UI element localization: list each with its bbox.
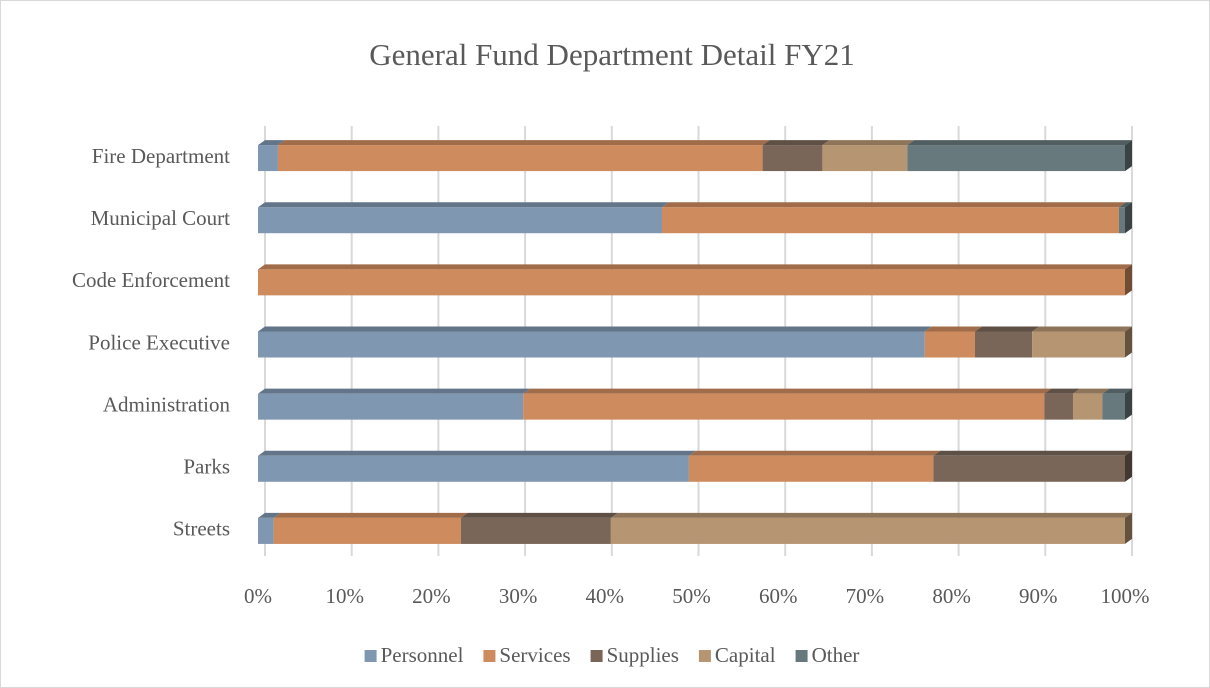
bar-top bbox=[258, 388, 531, 394]
bar-side bbox=[1125, 326, 1132, 358]
x-tick-label: 80% bbox=[932, 584, 971, 608]
legend-label: Supplies bbox=[607, 643, 679, 667]
bar-top bbox=[258, 140, 285, 146]
bar-top bbox=[933, 450, 1132, 456]
bar bbox=[688, 455, 934, 482]
x-tick-label: 70% bbox=[846, 584, 885, 608]
bar bbox=[907, 145, 1125, 172]
y-tick-label: Police Executive bbox=[88, 330, 230, 354]
bar-top bbox=[907, 140, 1132, 146]
legend-label: Other bbox=[812, 643, 860, 667]
legend-swatch bbox=[795, 650, 808, 662]
legend-swatch bbox=[483, 650, 496, 662]
y-tick-label: Municipal Court bbox=[91, 206, 231, 230]
y-tick-label: Parks bbox=[183, 455, 230, 479]
bar bbox=[258, 393, 524, 420]
bar bbox=[258, 331, 925, 358]
bar bbox=[258, 207, 663, 234]
bar-top bbox=[762, 140, 830, 146]
legend-label: Services bbox=[499, 643, 570, 667]
bar bbox=[277, 145, 763, 172]
bar-top bbox=[1118, 202, 1132, 208]
y-tick-label: Code Enforcement bbox=[72, 268, 230, 292]
bar-side bbox=[1125, 264, 1132, 296]
x-tick-label: 30% bbox=[499, 584, 538, 608]
bar-top bbox=[975, 326, 1040, 332]
x-tick-label: 40% bbox=[586, 584, 625, 608]
bar-top bbox=[1102, 388, 1132, 394]
bar bbox=[975, 331, 1033, 358]
x-tick-label: 0% bbox=[244, 584, 272, 608]
bar-top bbox=[822, 140, 915, 146]
bar bbox=[1044, 393, 1073, 420]
bar bbox=[1118, 207, 1125, 234]
legend-swatch bbox=[698, 650, 711, 662]
bar-top bbox=[258, 264, 1132, 270]
x-tick-label: 10% bbox=[325, 584, 364, 608]
bar bbox=[1102, 393, 1125, 420]
y-tick-label: Administration bbox=[103, 392, 231, 416]
bar-top bbox=[258, 450, 696, 456]
bar-top bbox=[460, 512, 618, 518]
bar-side bbox=[1125, 202, 1132, 234]
bar bbox=[258, 269, 1125, 296]
x-tick-label: 100% bbox=[1101, 584, 1150, 608]
y-tick-label: Streets bbox=[173, 517, 230, 541]
bar bbox=[924, 331, 976, 358]
bar bbox=[762, 145, 823, 172]
x-tick-label: 50% bbox=[672, 584, 711, 608]
bar bbox=[258, 517, 274, 544]
bar-top bbox=[1032, 326, 1132, 332]
bar-top bbox=[258, 326, 932, 332]
bar-side bbox=[1125, 512, 1132, 544]
bar-top bbox=[258, 202, 670, 208]
bar-top bbox=[273, 512, 468, 518]
bar-side bbox=[1125, 140, 1132, 172]
bar bbox=[822, 145, 908, 172]
bar-top bbox=[277, 140, 770, 146]
legend-label: Personnel bbox=[381, 643, 464, 667]
legend-label: Capital bbox=[715, 643, 776, 667]
bar bbox=[610, 517, 1125, 544]
bar bbox=[933, 455, 1125, 482]
bar-side bbox=[1125, 388, 1132, 420]
bar bbox=[460, 517, 611, 544]
bar-side bbox=[1125, 450, 1132, 482]
bar bbox=[1032, 331, 1125, 358]
legend-swatch bbox=[590, 650, 603, 662]
bar-top bbox=[523, 388, 1052, 394]
x-tick-label: 20% bbox=[412, 584, 451, 608]
legend-swatch bbox=[364, 650, 377, 662]
bar bbox=[523, 393, 1045, 420]
bar-top bbox=[924, 326, 983, 332]
x-tick-label: 90% bbox=[1019, 584, 1058, 608]
y-tick-label: Fire Department bbox=[92, 144, 230, 168]
bar-top bbox=[1072, 388, 1110, 394]
bar bbox=[662, 207, 1119, 234]
bar bbox=[258, 455, 689, 482]
bar bbox=[258, 145, 278, 172]
chart-title: General Fund Department Detail FY21 bbox=[369, 37, 855, 72]
bar-top bbox=[688, 450, 941, 456]
bar-top bbox=[610, 512, 1132, 518]
x-tick-label: 60% bbox=[759, 584, 798, 608]
bar-top bbox=[258, 512, 281, 518]
bar-top bbox=[1044, 388, 1080, 394]
bar bbox=[273, 517, 461, 544]
bar bbox=[1072, 393, 1103, 420]
bar-top bbox=[662, 202, 1126, 208]
